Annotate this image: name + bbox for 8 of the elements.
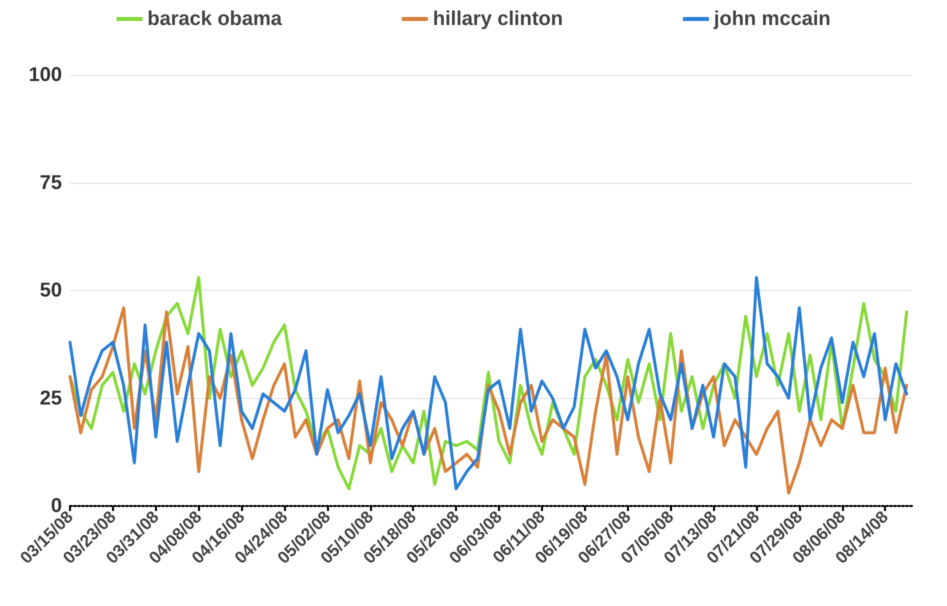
legend-label: john mccain [712, 8, 831, 30]
y-tick-label: 0 [50, 495, 62, 517]
legend-label: hillary clinton [432, 8, 563, 30]
y-tick-label: 75 [40, 172, 62, 194]
legend-label: barack obama [147, 8, 283, 30]
y-tick-label: 50 [40, 280, 62, 302]
y-tick-label: 100 [28, 64, 62, 86]
y-tick-label: 25 [40, 387, 62, 410]
